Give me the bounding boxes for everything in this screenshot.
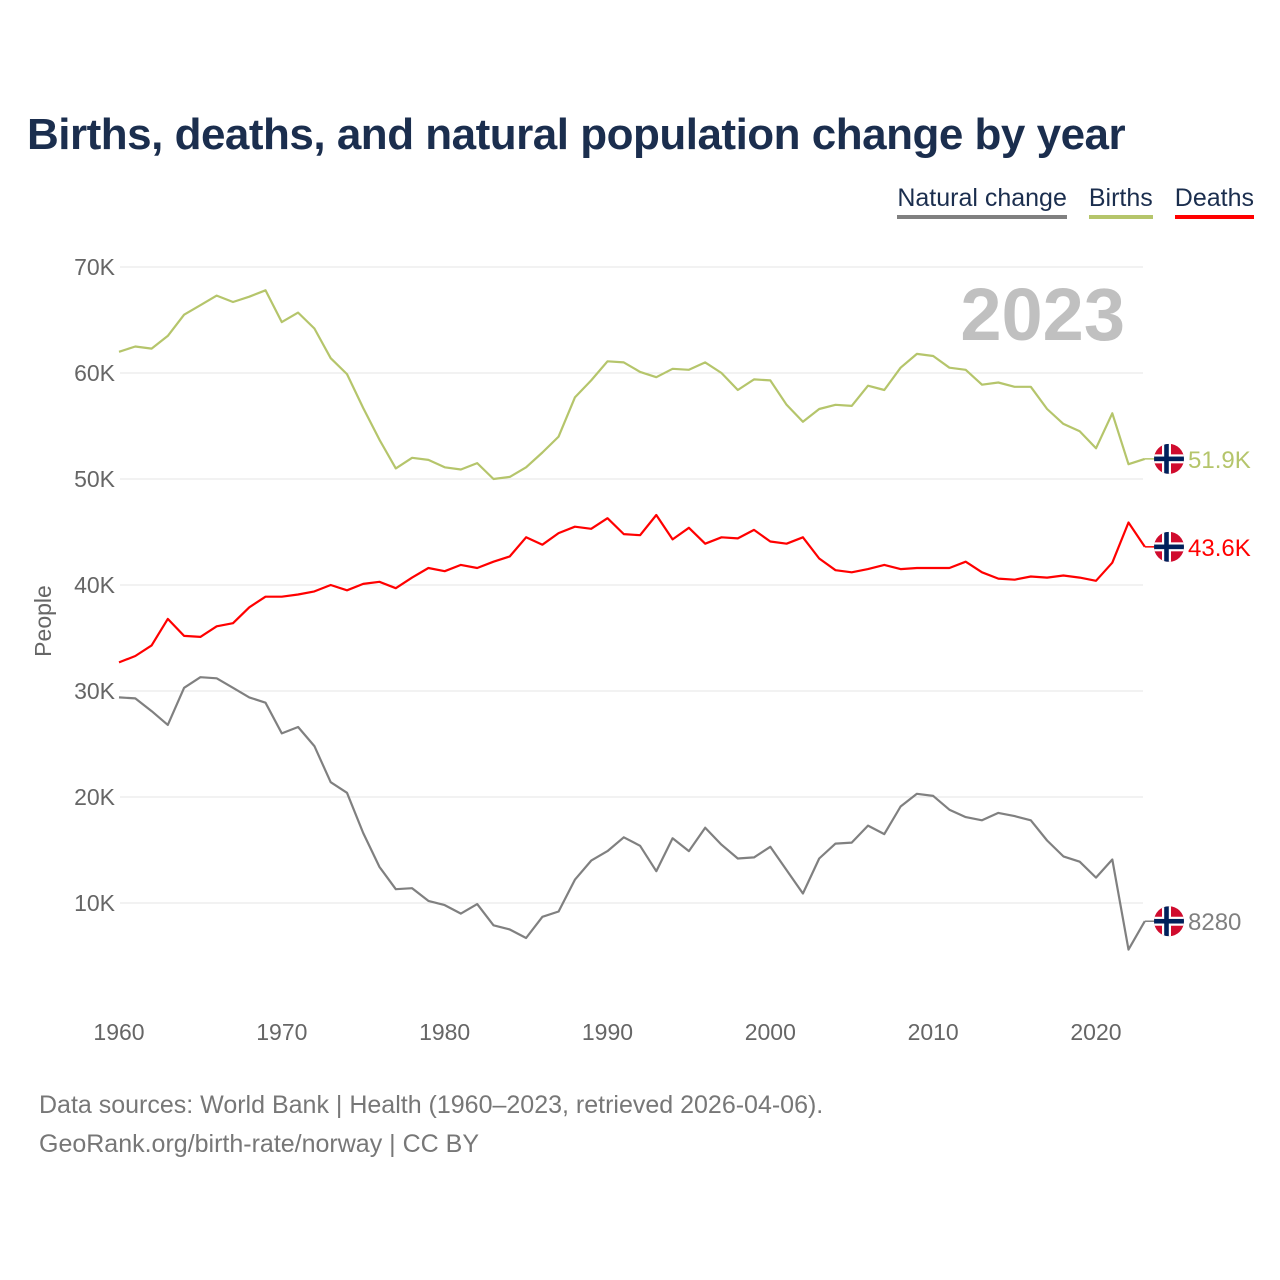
chart-title: Births, deaths, and natural population c… (27, 110, 1126, 159)
legend-natural-change[interactable]: Natural change (897, 184, 1067, 219)
x-tick-label: 1990 (582, 1019, 633, 1045)
y-axis-label: People (30, 585, 56, 657)
series-line-births (118, 289, 1146, 481)
y-tick-label: 10K (74, 890, 116, 916)
y-tick-label: 20K (74, 784, 116, 810)
end-value-label: 51.9K (1188, 447, 1251, 474)
x-tick-label: 1970 (256, 1019, 307, 1045)
series-line-deaths (118, 513, 1146, 664)
x-tick-label: 2000 (745, 1019, 796, 1045)
x-tick-label: 2020 (1070, 1019, 1121, 1045)
footer: Data sources: World Bank | Health (1960–… (39, 1086, 823, 1164)
x-tick-label: 2010 (908, 1019, 959, 1045)
source-link[interactable]: GeoRank.org/birth-rate/norway | CC BY (39, 1130, 480, 1158)
y-tick-label: 60K (74, 360, 116, 386)
end-value-label: 43.6K (1188, 535, 1251, 562)
norway-flag-icon (1154, 906, 1184, 937)
norway-flag-icon (1154, 443, 1184, 474)
norway-flag-icon (1154, 531, 1184, 562)
year-label: 2023 (960, 273, 1125, 356)
legend-births[interactable]: Births (1088, 184, 1153, 219)
y-tick-label: 50K (74, 466, 116, 492)
end-value-label: 8280 (1188, 909, 1241, 936)
series-line-natural-change (118, 676, 1146, 951)
legend: Natural change Births Deaths (897, 184, 1254, 219)
y-tick-label: 70K (74, 254, 116, 280)
legend-deaths[interactable]: Deaths (1174, 184, 1254, 219)
data-sources: Data sources: World Bank | Health (1960–… (39, 1091, 824, 1119)
y-tick-label: 40K (74, 572, 116, 598)
x-tick-label: 1980 (419, 1019, 470, 1045)
x-tick-label: 1960 (93, 1019, 144, 1045)
y-tick-label: 30K (74, 678, 116, 704)
